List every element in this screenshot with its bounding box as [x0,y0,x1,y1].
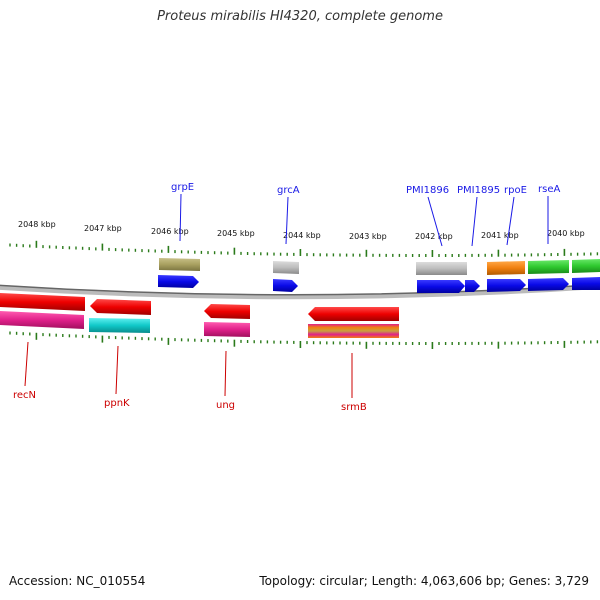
gene-feature[interactable] [528,278,569,291]
scale-label: 2045 kbp [217,229,255,238]
gene-feature[interactable] [572,277,600,290]
gene-feature[interactable] [158,275,199,288]
gene-label-ung[interactable]: ung [216,400,235,411]
scale-label: 2047 kbp [84,224,122,233]
scale-label: 2041 kbp [481,231,519,240]
gene-label-grca[interactable]: grcA [277,185,300,196]
gene-feature[interactable] [159,258,200,271]
gene-leader-line [506,196,515,246]
scale-ticks-bottom [9,331,599,349]
gene-feature[interactable] [273,279,298,292]
gene-label-ppnk[interactable]: ppnK [104,398,130,409]
gene-leader-line [179,193,182,242]
gene-label-rpoe[interactable]: rpoE [504,185,527,196]
scale-label: 2044 kbp [283,231,321,240]
scale-label: 2040 kbp [547,229,585,238]
gene-feature[interactable] [89,318,150,333]
scale-label: 2042 kbp [415,232,453,241]
gene-label-grpe[interactable]: grpE [171,182,194,193]
scale-label: 2048 kbp [18,220,56,229]
genome-summary: Topology: circular; Length: 4,063,606 bp… [259,574,589,588]
gene-label-pmi1896[interactable]: PMI1896 [406,185,449,196]
gene-feature[interactable] [416,262,467,275]
gene-feature[interactable] [308,324,399,338]
gene-leader-line [471,196,478,247]
scale-label: 2046 kbp [151,227,189,236]
gene-leader-line [115,345,119,395]
gene-feature[interactable] [204,304,250,319]
reverse-feature-track [0,311,399,338]
gene-leader-line [285,196,289,245]
gene-label-rsea[interactable]: rseA [538,184,560,195]
gene-leader-line [427,196,443,247]
gene-feature[interactable] [204,322,250,337]
gene-leader-line [224,350,227,397]
gene-feature[interactable] [487,261,525,275]
gene-feature[interactable] [528,260,569,274]
gene-label-pmi1895[interactable]: PMI1895 [457,185,500,196]
gene-label-srmb[interactable]: srmB [341,402,367,413]
gene-feature[interactable] [465,280,480,292]
page-title: Proteus mirabilis HI4320, complete genom… [157,9,443,24]
gene-feature[interactable] [572,259,600,273]
forward-cds-track [158,275,600,293]
gene-feature[interactable] [308,307,399,321]
scale-label: 2043 kbp [349,232,387,241]
gene-feature[interactable] [90,299,151,315]
gene-feature[interactable] [273,261,299,274]
scale-ticks-top [9,240,599,257]
gene-feature[interactable] [0,311,84,329]
gene-feature[interactable] [487,279,526,292]
gene-feature[interactable] [417,280,465,293]
gene-feature[interactable] [0,293,85,311]
accession-label: Accession: NC_010554 [9,574,146,588]
forward-feature-track [159,258,600,275]
gene-leader-line [24,341,29,387]
reverse-cds-track [0,293,399,321]
gene-label-recn[interactable]: recN [13,390,36,401]
genome-backbone [0,283,600,300]
